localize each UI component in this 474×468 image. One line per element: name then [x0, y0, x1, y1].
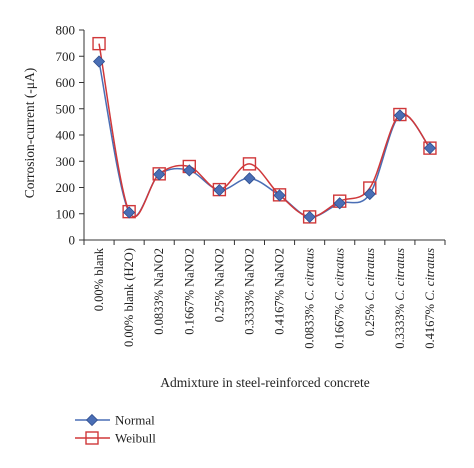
x-axis-title: Admixture in steel-reinforced concrete [160, 375, 370, 390]
legend-marker-weibull [85, 431, 99, 445]
x-category-label: 0.00% blank [92, 247, 106, 311]
y-tick-label: 700 [56, 49, 76, 64]
y-axis-title: Corrosion-current (-μA) [22, 68, 37, 199]
y-ticks: 0 100 200 300 400 500 600 700 800 [56, 23, 84, 248]
marker-normal [123, 206, 136, 219]
marker-weibull [92, 36, 106, 51]
y-tick-label: 0 [69, 233, 76, 248]
x-category-label: 0.1667% NaNO2 [182, 248, 196, 335]
marker-normal [423, 142, 437, 155]
marker-normal [363, 187, 376, 201]
x-category-label: 0.25% C. citratus [363, 248, 377, 336]
y-tick-label: 200 [56, 180, 76, 195]
marker-normal [183, 164, 196, 177]
marker-normal [213, 184, 226, 197]
x-category-label: 0.4167% C. citratus [423, 248, 437, 349]
x-category-label: 0.0833% NaNO2 [152, 248, 166, 335]
marker-normal [333, 197, 346, 210]
marker-normal [153, 168, 166, 181]
series-markers [92, 36, 437, 224]
marker-normal [393, 109, 406, 122]
x-category-label: 0.0833% C. citratus [303, 248, 317, 349]
y-tick-label: 500 [56, 101, 76, 116]
x-categories: 0.00% blank 0.00% blank (H2O) 0.0833% NaNO… [83, 240, 446, 349]
y-tick-label: 600 [56, 75, 76, 90]
x-category-label: 0.4167% NaNO2 [273, 248, 287, 335]
marker-normal [92, 55, 106, 68]
marker-normal [243, 172, 256, 185]
x-category-label: 0.1667% C. citratus [333, 248, 347, 349]
y-tick-label: 100 [56, 206, 76, 221]
marker-normal [273, 189, 286, 202]
legend: Normal Weibull [75, 413, 156, 446]
legend-label: Normal [115, 413, 155, 428]
marker-weibull [242, 157, 257, 171]
x-category-label: 0.3333% C. citratus [393, 248, 407, 349]
y-tick-label: 800 [56, 23, 76, 38]
legend-label: Weibull [115, 431, 156, 446]
x-category-label: 0.3333% NaNO2 [242, 248, 256, 335]
x-category-label: 0.25% NaNO2 [212, 248, 226, 322]
series-lines [98, 43, 431, 218]
y-tick-label: 400 [56, 128, 76, 143]
x-category-label: 0.00% blank (H2O) [122, 248, 136, 347]
y-tick-label: 300 [56, 154, 76, 169]
legend-marker-normal [85, 413, 99, 427]
marker-normal [303, 210, 316, 223]
